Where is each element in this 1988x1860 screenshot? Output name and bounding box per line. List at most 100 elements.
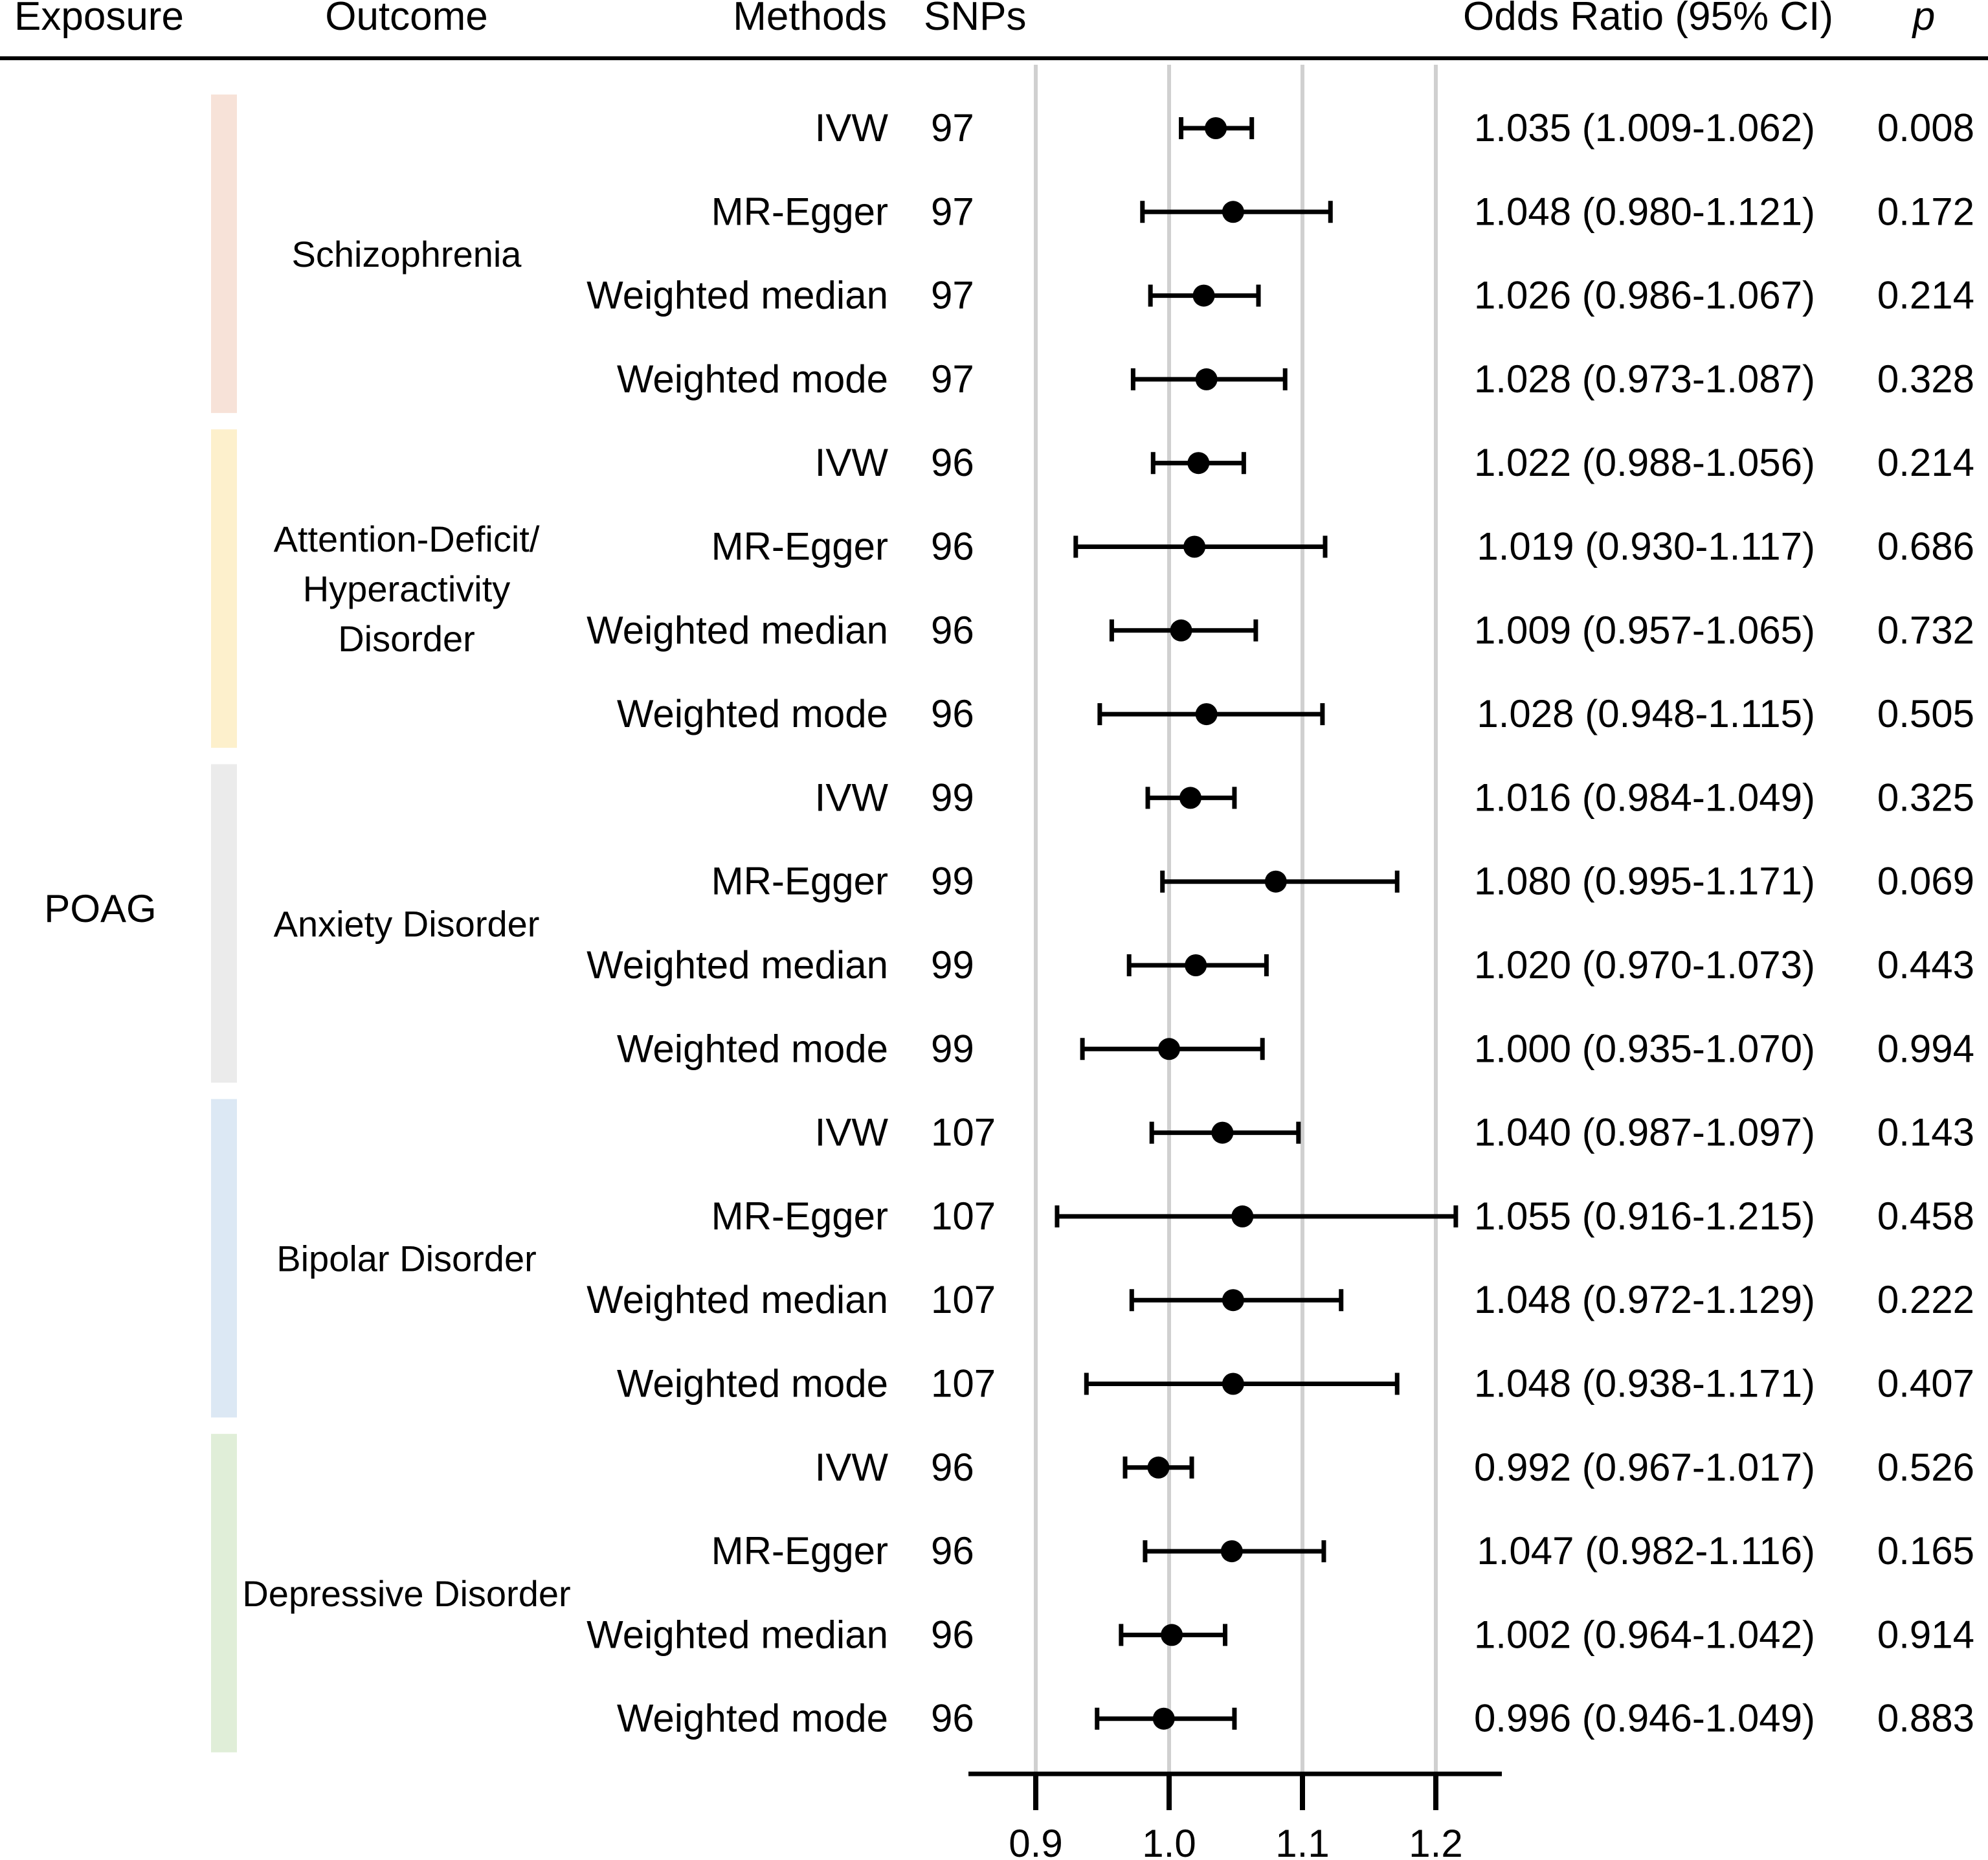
row-0-0-method: IVW: [815, 106, 889, 150]
outcome-color-bar-1: [211, 429, 237, 748]
row-3-0-method: IVW: [815, 1111, 889, 1154]
row-1-3-method: Weighted mode: [617, 692, 888, 735]
row-4-0-snps: 96: [931, 1446, 974, 1489]
estimate-rows: IVW 97 1.035 (1.009-1.062) 0.008 MR-Egger 97 1…: [586, 106, 1974, 1740]
outcome-label-2-0: Anxiety Disorder: [274, 903, 540, 944]
row-0-1-p: 0.172: [1877, 190, 1974, 233]
row-0-2-p: 0.214: [1877, 274, 1974, 317]
row-2-2-point: [1185, 954, 1207, 976]
gridlines: [1034, 65, 1438, 1774]
outcome-label-1-2: Disorder: [338, 618, 475, 659]
row-0-2-or-text: 1.026 (0.986-1.067): [1474, 274, 1815, 317]
row-3-2-snps: 107: [931, 1278, 996, 1321]
row-3-1-point: [1231, 1205, 1254, 1227]
row-2-3-point: [1158, 1038, 1180, 1060]
row-1-0-snps: 96: [931, 441, 974, 484]
row-3-2-method: Weighted median: [586, 1278, 888, 1321]
row-0-0-p: 0.008: [1877, 106, 1974, 150]
row-3-2-or-text: 1.048 (0.972-1.129): [1474, 1278, 1815, 1321]
row-0-3-or-text: 1.028 (0.973-1.087): [1474, 357, 1815, 401]
row-3-0-p: 0.143: [1877, 1111, 1974, 1154]
row-0-2-point: [1192, 284, 1215, 307]
row-1-0-point: [1187, 452, 1210, 475]
row-2-0-method: IVW: [815, 776, 889, 819]
row-0-3-snps: 97: [931, 357, 974, 401]
row-1-1-p: 0.686: [1877, 525, 1974, 568]
row-1-0-method: IVW: [815, 441, 889, 484]
row-1-3-snps: 96: [931, 692, 974, 735]
row-4-2-p: 0.914: [1877, 1613, 1974, 1656]
outcome-color-bar-4: [211, 1433, 237, 1753]
outcome-label-0-0: Schizophrenia: [292, 234, 522, 275]
row-2-0-p: 0.325: [1877, 776, 1974, 819]
row-3-1-snps: 107: [931, 1194, 996, 1238]
row-0-3-p: 0.328: [1877, 357, 1974, 401]
row-2-3-method: Weighted mode: [617, 1027, 888, 1070]
row-3-3-point: [1222, 1373, 1244, 1395]
row-4-1-point: [1220, 1540, 1243, 1563]
row-1-1-method: MR-Egger: [711, 525, 888, 568]
x-tick-label-3: 1.2: [1409, 1822, 1462, 1860]
row-0-1-snps: 97: [931, 190, 974, 233]
row-2-1-point: [1264, 870, 1287, 893]
row-2-2-p: 0.443: [1877, 943, 1974, 987]
row-2-0-snps: 99: [931, 776, 974, 819]
row-3-0-snps: 107: [931, 1111, 996, 1154]
row-1-2-or-text: 1.009 (0.957-1.065): [1474, 609, 1815, 652]
row-0-1-method: MR-Egger: [711, 190, 888, 233]
row-4-0-point: [1147, 1456, 1170, 1479]
row-1-2-snps: 96: [931, 609, 974, 652]
outcome-label-1-0: Attention-Deficit/: [274, 519, 540, 559]
outcome-color-bar-2: [211, 764, 237, 1083]
row-2-3-snps: 99: [931, 1027, 974, 1070]
x-tick-label-2: 1.1: [1275, 1822, 1329, 1860]
row-2-0-or-text: 1.016 (0.984-1.049): [1474, 776, 1815, 819]
row-1-1-point: [1183, 535, 1206, 558]
row-4-0-method: IVW: [815, 1446, 889, 1489]
row-3-1-method: MR-Egger: [711, 1194, 888, 1238]
row-1-3-p: 0.505: [1877, 692, 1974, 735]
row-3-1-or-text: 1.055 (0.916-1.215): [1474, 1194, 1815, 1238]
row-2-1-snps: 99: [931, 860, 974, 903]
row-4-3-p: 0.883: [1877, 1697, 1974, 1740]
row-0-3-point: [1195, 368, 1218, 390]
header-odds-ratio: Odds Ratio (95% CI): [1463, 0, 1833, 39]
outcome-color-bar-3: [211, 1099, 237, 1418]
row-1-2-method: Weighted median: [586, 609, 888, 652]
header-p: p: [1912, 0, 1935, 39]
row-2-0-point: [1179, 787, 1201, 809]
row-4-1-snps: 96: [931, 1529, 974, 1573]
row-2-3-or-text: 1.000 (0.935-1.070): [1474, 1027, 1815, 1070]
outcome-label-1-1: Hyperactivity: [303, 568, 511, 609]
row-4-3-point: [1152, 1707, 1175, 1730]
row-1-1-or-text: 1.019 (0.930-1.117): [1477, 525, 1815, 568]
row-3-3-snps: 107: [931, 1362, 996, 1406]
row-2-2-method: Weighted median: [586, 943, 888, 987]
row-3-2-point: [1222, 1289, 1244, 1312]
row-0-0-snps: 97: [931, 106, 974, 150]
row-0-1-or-text: 1.048 (0.980-1.121): [1474, 190, 1815, 233]
row-4-3-snps: 96: [931, 1697, 974, 1740]
row-1-0-p: 0.214: [1877, 441, 1974, 484]
header-outcome: Outcome: [325, 0, 488, 39]
row-2-3-p: 0.994: [1877, 1027, 1974, 1070]
x-tick-label-1: 1.0: [1142, 1822, 1196, 1860]
outcome-label-3-0: Bipolar Disorder: [276, 1238, 537, 1279]
header-methods: Methods: [733, 0, 887, 39]
row-0-3-method: Weighted mode: [617, 357, 888, 401]
row-4-3-or-text: 0.996 (0.946-1.049): [1474, 1697, 1815, 1740]
header-exposure: Exposure: [14, 0, 184, 39]
row-4-2-method: Weighted median: [586, 1613, 888, 1656]
row-4-2-point: [1161, 1624, 1183, 1646]
x-axis: 0.9 1.0 1.1 1.2: [968, 1771, 1502, 1860]
row-1-1-snps: 96: [931, 525, 974, 568]
column-headers: Exposure Outcome Methods SNPs Odds Ratio…: [0, 0, 1988, 60]
row-0-2-method: Weighted median: [586, 274, 888, 317]
row-1-2-point: [1170, 619, 1192, 642]
row-3-0-or-text: 1.040 (0.987-1.097): [1474, 1111, 1815, 1154]
row-3-3-p: 0.407: [1877, 1362, 1974, 1406]
row-4-2-or-text: 1.002 (0.964-1.042): [1474, 1613, 1815, 1656]
row-4-1-p: 0.165: [1877, 1529, 1974, 1573]
